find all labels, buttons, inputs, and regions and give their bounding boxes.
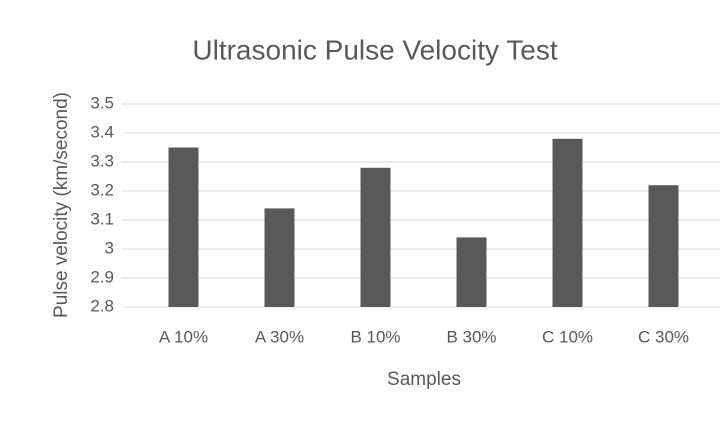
bar — [264, 208, 295, 307]
y-tick-label: 2.9 — [90, 267, 114, 286]
x-tick-label: B 10% — [350, 327, 400, 346]
y-tick-label: 3.5 — [90, 93, 114, 112]
y-tick-label: 2.8 — [90, 296, 114, 315]
y-tick-label: 3.3 — [90, 151, 114, 170]
y-tick-label: 3 — [105, 238, 114, 257]
y-tick-label: 3.2 — [90, 180, 114, 199]
y-axis-label: Pulse velocity (km/second) — [51, 92, 72, 318]
x-tick-label: B 30% — [446, 327, 496, 346]
x-tick-label: C 30% — [638, 327, 689, 346]
bar — [360, 167, 391, 307]
y-tick-label: 3.1 — [90, 209, 114, 228]
x-axis-label: Samples — [387, 369, 461, 390]
y-tick-label: 3.4 — [90, 122, 114, 141]
bar — [648, 185, 679, 307]
x-tick-label: A 10% — [159, 327, 208, 346]
bar — [456, 237, 487, 307]
x-tick-label: A 30% — [255, 327, 304, 346]
chart-title: Ultrasonic Pulse Velocity Test — [192, 34, 557, 65]
bar — [168, 147, 199, 307]
x-tick-label: C 10% — [542, 327, 593, 346]
bar — [552, 138, 583, 307]
